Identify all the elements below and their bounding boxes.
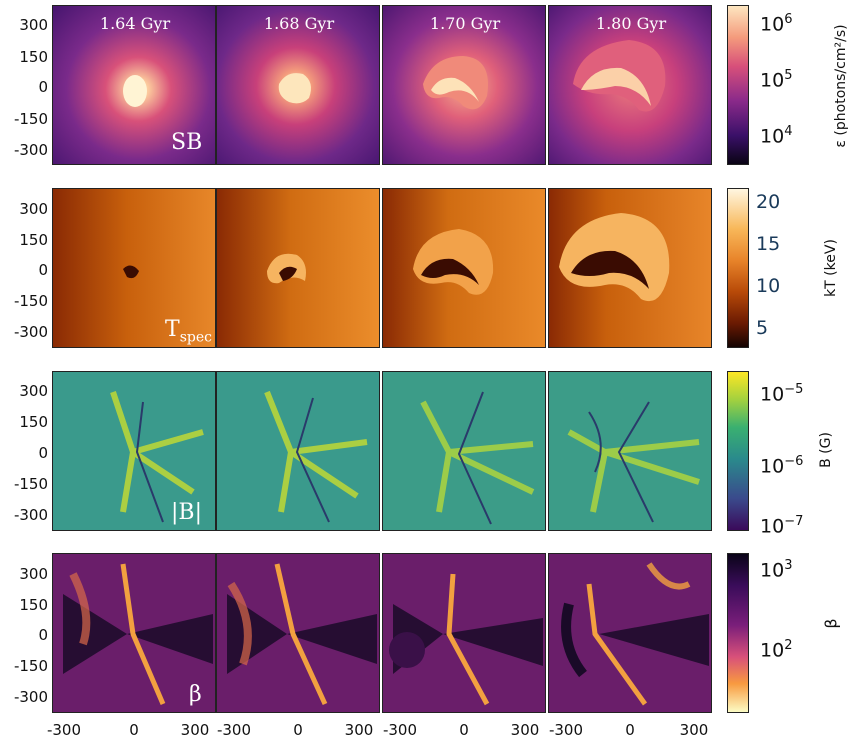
y-tick: 300 — [19, 382, 48, 400]
panel-beta-1: β — [52, 553, 216, 713]
panel-bfield-1: |B| — [52, 371, 216, 531]
x-tick: -300 — [46, 721, 82, 739]
colorbar-bfield — [727, 371, 749, 531]
time-label: 1.80 Gyr — [595, 14, 667, 33]
x-tick: 300 — [679, 721, 709, 739]
x-tick: -300 — [548, 721, 584, 739]
panel-tspec-2 — [216, 188, 380, 348]
y-tick: 150 — [19, 48, 48, 66]
colorbar-label-bfield: B (G) — [818, 432, 834, 468]
y-tick: 0 — [38, 261, 48, 279]
y-tick: 0 — [38, 626, 48, 644]
y-tick: -300 — [13, 141, 48, 159]
x-tick: 0 — [129, 721, 139, 739]
panel-bfield-4 — [548, 371, 712, 531]
y-tick: -300 — [13, 688, 48, 706]
y-tick: 300 — [19, 565, 48, 583]
colorbar-label-temperature: kT (keV) — [823, 239, 839, 297]
y-tick: 150 — [19, 413, 48, 431]
colorbar-label-sb: ε (photons/cm²/s) — [833, 24, 849, 148]
colorbar-tick: 10−7 — [760, 514, 804, 538]
y-tick: -150 — [13, 475, 48, 493]
colorbar-tick: 20 — [756, 191, 781, 213]
panel-tspec-4 — [548, 188, 712, 348]
x-tick: 0 — [625, 721, 635, 739]
panel-label-sb: SB — [171, 130, 203, 155]
panel-label-tspec: Tspec — [165, 317, 212, 346]
panel-label-beta: β — [189, 682, 202, 707]
y-tick: 150 — [19, 231, 48, 249]
panel-tspec-1: Tspec — [52, 188, 216, 348]
x-tick: -300 — [216, 721, 252, 739]
y-tick: 300 — [19, 200, 48, 218]
y-tick: 300 — [19, 16, 48, 34]
panel-beta-2 — [216, 553, 380, 713]
panel-tspec-3 — [382, 188, 546, 348]
x-tick: 0 — [459, 721, 469, 739]
x-tick: 0 — [293, 721, 303, 739]
time-label: 1.70 Gyr — [429, 14, 501, 33]
x-tick: 300 — [344, 721, 374, 739]
panel-beta-3 — [382, 553, 546, 713]
panel-sb-2: 1.68 Gyr — [216, 5, 380, 165]
colorbar-tick: 15 — [756, 233, 781, 255]
y-tick: 150 — [19, 596, 48, 614]
colorbar-temperature — [727, 188, 749, 348]
panel-sb-3: 1.70 Gyr — [382, 5, 546, 165]
colorbar-beta — [727, 553, 749, 713]
panel-label-bfield: |B| — [171, 500, 202, 525]
y-tick: -150 — [13, 657, 48, 675]
y-tick: -150 — [13, 110, 48, 128]
colorbar-tick: 104 — [760, 124, 793, 148]
colorbar-tick: 10−5 — [760, 382, 804, 406]
colorbar-tick: 5 — [756, 317, 769, 339]
x-tick: 300 — [180, 721, 210, 739]
panel-sb-4: 1.80 Gyr — [548, 5, 712, 165]
panel-beta-4 — [548, 553, 712, 713]
y-tick: 0 — [38, 78, 48, 96]
colorbar-tick: 103 — [760, 558, 793, 582]
colorbar-tick: 106 — [760, 12, 793, 36]
x-tick: -300 — [382, 721, 418, 739]
panel-sb-1: 1.64 Gyr SB — [52, 5, 216, 165]
panel-bfield-2 — [216, 371, 380, 531]
y-tick: -150 — [13, 292, 48, 310]
colorbar-tick: 10 — [756, 275, 781, 297]
colorbar-tick: 105 — [760, 68, 793, 92]
colorbar-tick: 10−6 — [760, 454, 804, 478]
x-tick: 300 — [510, 721, 540, 739]
panel-bfield-3 — [382, 371, 546, 531]
colorbar-sb — [727, 5, 749, 165]
time-label: 1.68 Gyr — [263, 14, 335, 33]
time-label: 1.64 Gyr — [99, 14, 171, 33]
y-tick: 0 — [38, 444, 48, 462]
y-tick: -300 — [13, 323, 48, 341]
y-tick: -300 — [13, 506, 48, 524]
colorbar-label-beta: β — [821, 618, 841, 629]
colorbar-tick: 102 — [760, 638, 793, 662]
